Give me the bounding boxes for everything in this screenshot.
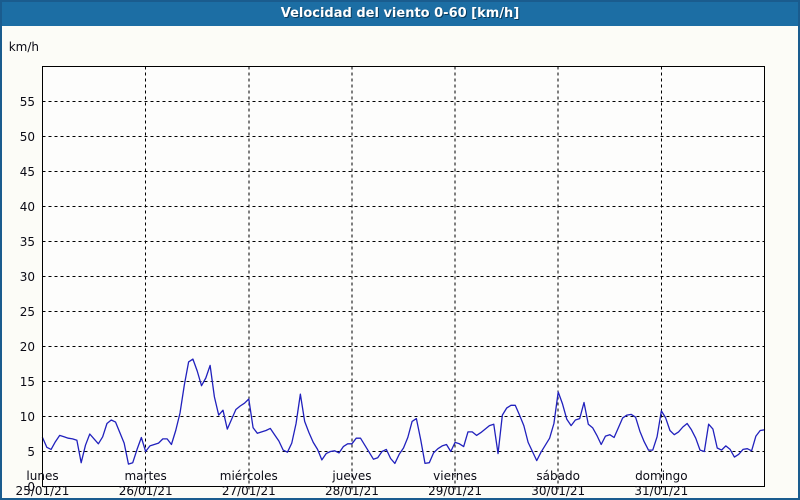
x-day-label-miércoles: miércoles: [219, 469, 278, 483]
x-date-label-28/01/21: 28/01/21: [324, 484, 379, 498]
y-tick-label-45: 45: [19, 164, 35, 179]
y-tick-label-30: 30: [19, 269, 35, 284]
x-day-label-sábado: sábado: [536, 469, 580, 483]
x-date-label-27/01/21: 27/01/21: [221, 484, 276, 498]
y-tick-label-55: 55: [19, 94, 35, 109]
y-tick-label-20: 20: [19, 339, 35, 354]
y-tick-label-10: 10: [19, 409, 35, 424]
x-date-label-30/01/21: 30/01/21: [531, 484, 586, 498]
x-date-label-29/01/21: 29/01/21: [428, 484, 483, 498]
x-day-label-viernes: viernes: [433, 469, 477, 483]
x-day-label-jueves: jueves: [332, 469, 372, 483]
y-tick-label-25: 25: [19, 304, 35, 319]
x-day-label-domingo: domingo: [635, 469, 688, 483]
plot-canvas: [41, 66, 766, 493]
y-axis-unit-label: km/h: [8, 40, 39, 54]
chart-title: Velocidad del viento 0-60 [km/h]: [280, 6, 520, 21]
chart-area: km/h 0 5 10 15 20 25 30 35 40 45 50 55 lunes 25/01/2…: [2, 26, 798, 498]
title-bar: Velocidad del viento 0-60 [km/h]: [2, 2, 798, 26]
y-tick-label-35: 35: [19, 234, 35, 249]
y-tick-label-50: 50: [19, 129, 35, 144]
x-date-label-26/01/21: 26/01/21: [118, 484, 173, 498]
plot-frame: [42, 66, 765, 487]
y-tick-label-5: 5: [27, 444, 35, 459]
x-day-label-lunes: lunes: [26, 469, 59, 483]
x-date-label-31/01/21: 31/01/21: [634, 484, 689, 498]
x-day-label-martes: martes: [124, 469, 167, 483]
y-tick-label-0: 0: [27, 479, 35, 494]
y-tick-label-40: 40: [19, 199, 35, 214]
x-date-label-25/01/21: 25/01/21: [15, 484, 70, 498]
wind-speed-line: [41, 358, 766, 465]
y-tick-label-15: 15: [19, 374, 35, 389]
